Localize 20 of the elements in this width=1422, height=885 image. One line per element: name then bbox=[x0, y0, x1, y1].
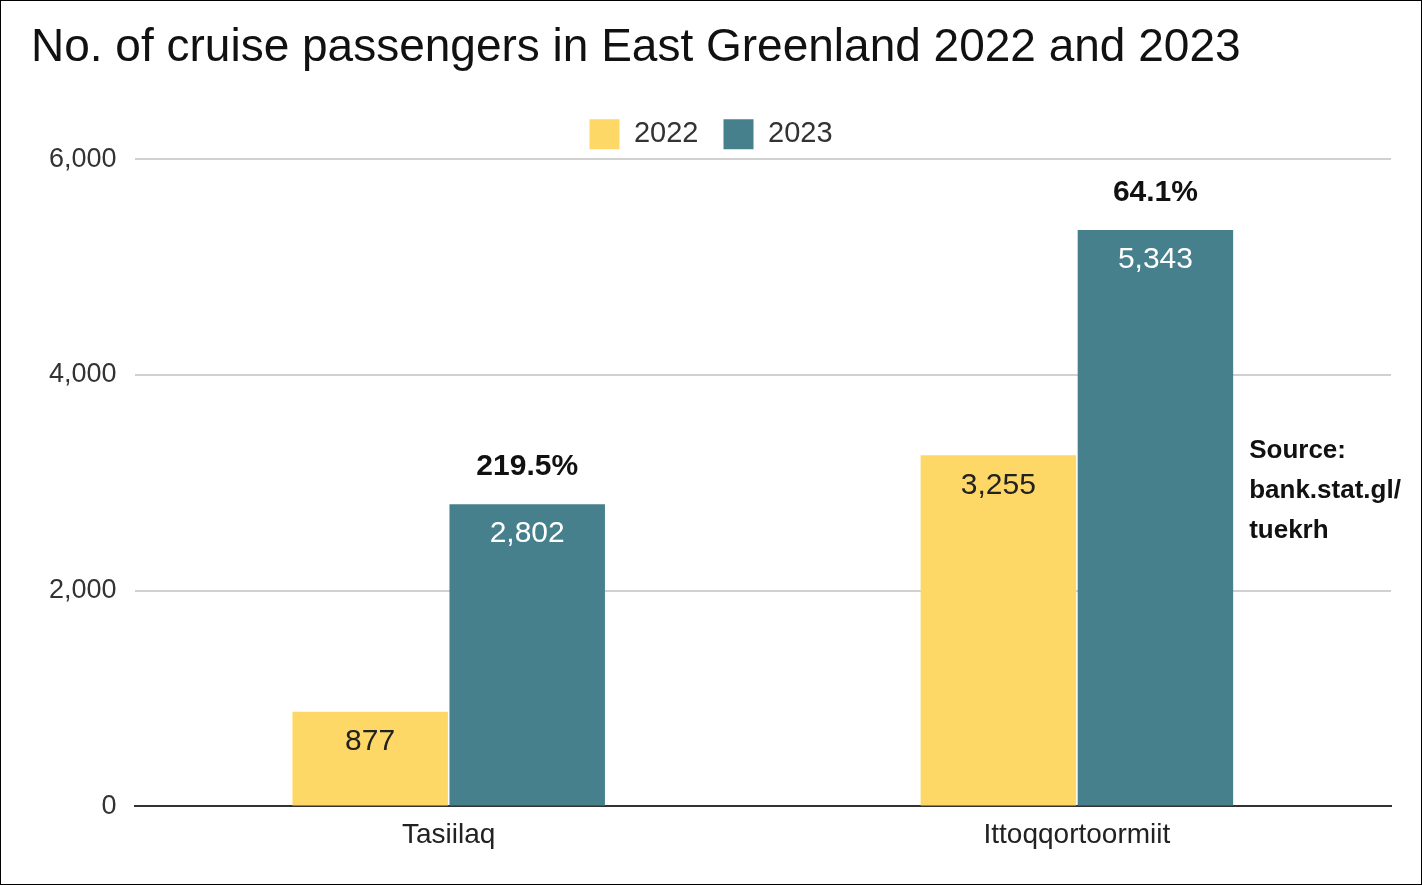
legend-label: 2022 bbox=[633, 116, 699, 149]
bar bbox=[292, 711, 448, 806]
x-tick-label: Tasiilaq bbox=[401, 817, 496, 849]
bar bbox=[920, 455, 1077, 806]
y-tick-label: 6,000 bbox=[48, 142, 117, 173]
data-label: 3,255 bbox=[960, 466, 1036, 500]
bar bbox=[1077, 230, 1234, 806]
annotation: 219.5% bbox=[476, 448, 579, 482]
data-label: 877 bbox=[345, 723, 396, 757]
y-tick-label: 4,000 bbox=[48, 358, 117, 389]
bar bbox=[449, 504, 605, 806]
data-label: 2,802 bbox=[489, 515, 565, 549]
y-tick-label: 2,000 bbox=[48, 574, 117, 605]
y-tick-label: 0 bbox=[101, 789, 117, 820]
data-label: 5,343 bbox=[1117, 241, 1193, 275]
annotation: Source: bank.stat.gl/tuekrh bbox=[1249, 433, 1401, 544]
x-tick-label: Ittoqqortoormiit bbox=[983, 817, 1171, 849]
legend-label: 2023 bbox=[768, 116, 833, 149]
annotation: 64.1% bbox=[1112, 174, 1198, 208]
chart-title: No. of cruise passengers in East Greenland 2022 and 2023 bbox=[31, 19, 1241, 72]
